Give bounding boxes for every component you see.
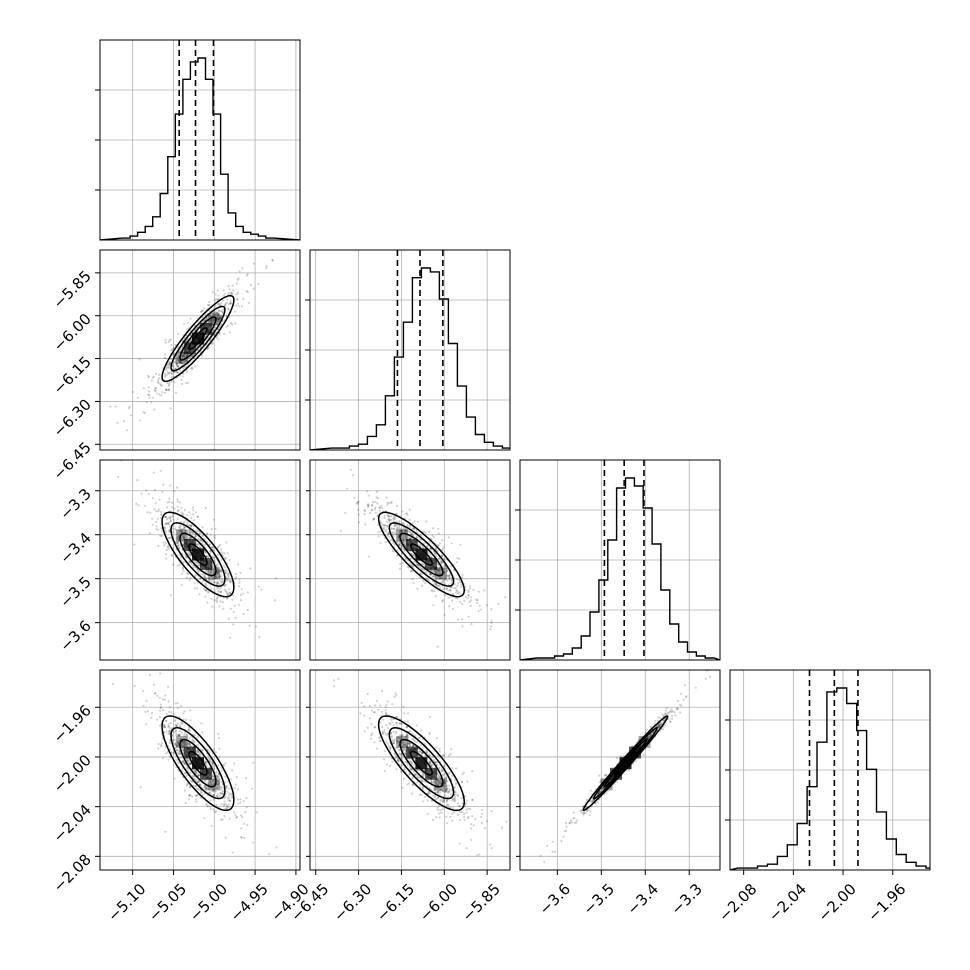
contour-2-1-3 (377, 511, 466, 598)
y-tick-label: −3.6 (56, 617, 94, 655)
scatter-points-3-1 (332, 677, 508, 857)
contour-1-0-1 (179, 316, 217, 361)
panel-frame (309, 249, 511, 451)
y-tick-label: −2.04 (50, 801, 95, 846)
x-tick-label: −5.05 (145, 880, 190, 925)
y-tick-label: −6.00 (50, 310, 95, 355)
x-tick-label: −1.96 (864, 880, 909, 925)
x-tick-label: −2.04 (765, 880, 810, 925)
scatter-panel-2-0 (99, 459, 301, 661)
contour-1-0-2 (170, 305, 226, 372)
y-tick-label: −6.15 (50, 353, 95, 398)
contour-1-0-0 (188, 327, 208, 351)
histogram-step-0 (100, 57, 300, 240)
x-tick-label: −3.4 (624, 880, 662, 918)
panel-frame (99, 669, 301, 871)
x-tick-label: −3.3 (667, 880, 705, 918)
y-tick-label: −3.4 (56, 529, 94, 567)
contour-3-0-0 (188, 750, 208, 776)
contour-3-0-2 (170, 727, 226, 800)
scatter-panel-1-0 (99, 249, 301, 451)
panel-frame (519, 459, 721, 661)
y-tick-label: −6.45 (50, 438, 95, 483)
density-cells-2-0 (175, 529, 221, 580)
y-tick-label: −2.00 (50, 751, 95, 796)
x-tick-label: −6.30 (330, 880, 375, 925)
x-tick-label: −3.6 (536, 880, 574, 918)
x-tick-label: −4.95 (227, 880, 272, 925)
scatter-points-3-0 (111, 672, 278, 855)
x-tick-label: −5.85 (459, 880, 504, 925)
scatter-panel-2-1 (309, 459, 511, 661)
y-tick-label: −1.96 (50, 701, 95, 746)
histogram-step-2 (520, 477, 720, 660)
contour-3-2-2 (593, 727, 658, 800)
x-tick-label: −6.00 (416, 880, 461, 925)
contour-2-0-3 (161, 511, 235, 598)
contour-3-2-0 (613, 750, 637, 776)
y-tick-label: −6.30 (50, 396, 95, 441)
panel-frame (309, 669, 511, 871)
y-tick-label: −3.5 (56, 573, 94, 611)
y-tick-label: −5.85 (50, 267, 95, 312)
histogram-panel-0 (95, 39, 301, 241)
contour-2-0-2 (170, 522, 226, 587)
contour-3-2-3 (582, 715, 669, 812)
contour-2-1-1 (399, 532, 444, 577)
x-tick-label: −3.5 (580, 880, 618, 918)
x-tick-label: −2.00 (815, 880, 860, 925)
contour-3-0-3 (161, 715, 235, 812)
contour-2-0-1 (179, 532, 217, 577)
histogram-panel-3 (725, 669, 931, 871)
panels-layer (95, 39, 931, 871)
contour-2-0-0 (188, 543, 208, 566)
contour-3-1-1 (399, 738, 444, 788)
x-tick-label: −5.10 (104, 880, 149, 925)
scatter-panel-3-2 (519, 669, 721, 871)
histogram-step-1 (310, 267, 510, 450)
y-tick-label: −2.08 (50, 850, 95, 895)
contour-3-1-2 (388, 727, 455, 800)
x-tick-label: −2.08 (715, 880, 760, 925)
scatter-panel-3-1 (309, 669, 511, 871)
scatter-points-2-0 (117, 460, 277, 639)
x-tick-label: −6.15 (373, 880, 418, 925)
panel-frame (729, 669, 931, 871)
scatter-points-3-2 (539, 670, 712, 864)
histogram-panel-2 (515, 459, 721, 661)
contour-3-1-3 (377, 715, 466, 812)
y-tick-label: −3.3 (56, 485, 94, 523)
panel-frame (99, 249, 301, 451)
panel-frame (99, 39, 301, 241)
histogram-step-3 (730, 687, 930, 870)
scatter-panel-3-0 (99, 669, 301, 871)
scatter-points-2-1 (339, 468, 507, 648)
contour-1-0-3 (161, 294, 235, 383)
panel-frame (99, 459, 301, 661)
contour-2-1-0 (409, 543, 433, 566)
density-cells-1-0 (175, 313, 221, 364)
panel-frame (309, 459, 511, 661)
panel-frame (519, 669, 721, 871)
x-tick-label: −5.00 (186, 880, 231, 925)
scatter-points-1-0 (109, 258, 274, 432)
histogram-panel-1 (305, 249, 511, 451)
contour-3-1-0 (409, 750, 433, 776)
contour-3-0-1 (179, 738, 217, 788)
contour-2-1-2 (388, 522, 455, 587)
contour-3-2-1 (603, 738, 648, 788)
